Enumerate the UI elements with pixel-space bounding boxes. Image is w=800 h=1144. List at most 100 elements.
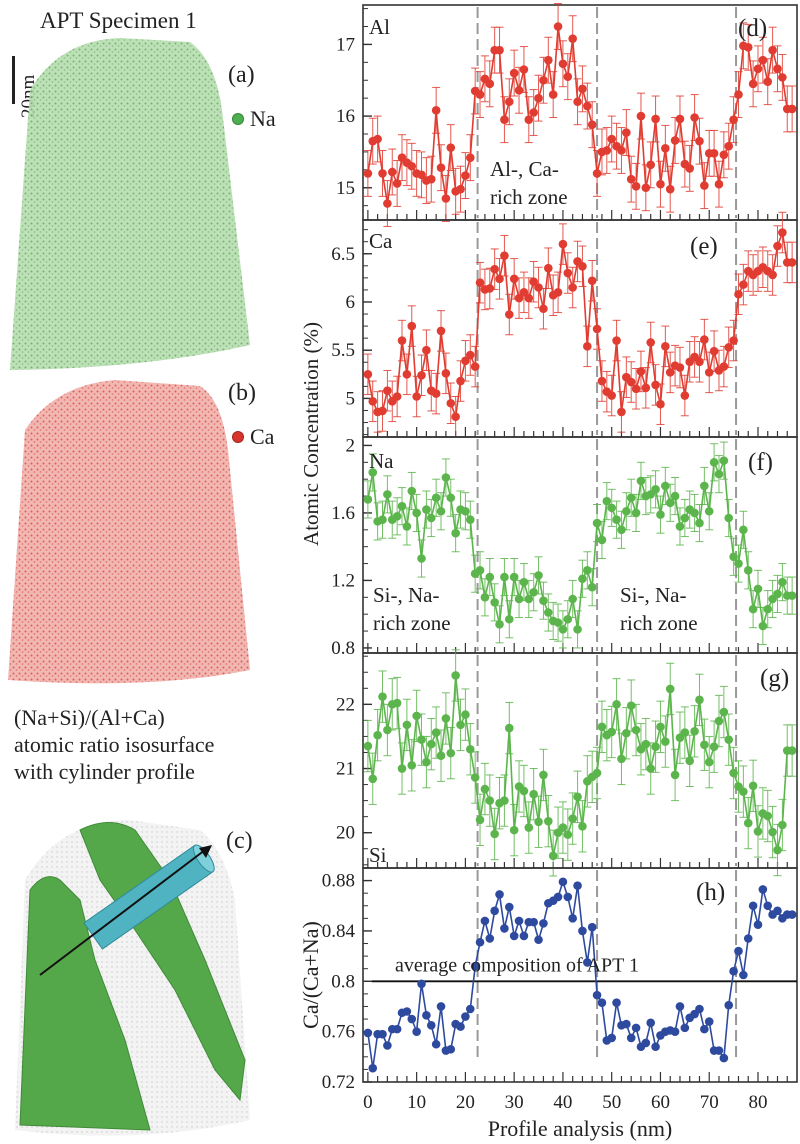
element-label: Si	[369, 843, 387, 867]
data-point	[626, 377, 636, 387]
data-point	[622, 128, 631, 137]
data-point	[368, 468, 378, 477]
data-point	[729, 336, 738, 345]
isosurface-left	[19, 876, 151, 1131]
data-point	[743, 42, 753, 52]
data-point	[524, 293, 534, 303]
data-point	[612, 515, 621, 524]
data-point	[661, 737, 670, 746]
data-point	[695, 357, 704, 367]
data-point	[690, 113, 699, 122]
data-point	[714, 1046, 724, 1055]
data-point	[461, 171, 470, 180]
data-point	[607, 134, 616, 144]
data-point	[500, 251, 509, 260]
data-point	[768, 827, 777, 837]
data-point	[422, 757, 431, 767]
data-point	[378, 515, 387, 524]
data-point	[607, 1033, 616, 1043]
data-point	[651, 485, 660, 494]
data-point	[758, 621, 768, 631]
data-point	[465, 153, 475, 162]
data-point	[626, 1033, 636, 1043]
data-point	[495, 45, 504, 55]
data-point	[544, 263, 553, 273]
data-point	[563, 614, 573, 624]
panel-f	[362, 436, 798, 654]
data-point	[773, 906, 782, 916]
data-point	[470, 362, 480, 371]
data-point	[539, 304, 548, 314]
data-point	[626, 701, 636, 710]
y-tick-label: 5.5	[331, 340, 355, 361]
data-point	[446, 1044, 456, 1054]
isosurface-right	[79, 822, 246, 1102]
data-point	[592, 990, 602, 1000]
data-point	[539, 770, 548, 780]
data-point	[607, 391, 616, 400]
data-point	[534, 817, 543, 827]
data-point	[787, 591, 797, 600]
data-point	[685, 164, 695, 173]
data-point	[558, 239, 568, 249]
data-point	[778, 577, 787, 587]
data-point	[592, 324, 602, 334]
y-tick-label: 2	[346, 435, 356, 456]
data-point	[417, 554, 426, 563]
data-point	[768, 270, 777, 280]
data-point	[631, 508, 641, 518]
legend-na: Na	[232, 106, 276, 132]
data-point	[763, 77, 773, 86]
data-point	[534, 283, 543, 292]
data-point	[651, 380, 660, 390]
series-line	[367, 25, 793, 205]
data-point	[422, 345, 431, 355]
data-point	[500, 115, 509, 124]
data-point	[734, 559, 743, 568]
data-point	[607, 727, 616, 737]
y-tick-label: 20	[336, 823, 355, 844]
data-point	[519, 786, 529, 796]
data-point	[734, 90, 743, 99]
data-point	[743, 934, 753, 943]
data-point	[441, 369, 451, 378]
data-point	[363, 1028, 373, 1038]
data-point	[392, 698, 402, 708]
data-point	[739, 787, 748, 796]
data-point	[724, 735, 734, 744]
data-point	[748, 781, 758, 791]
data-point	[461, 1012, 470, 1021]
data-point	[407, 486, 417, 496]
data-point	[739, 525, 748, 535]
series-line	[367, 880, 793, 1069]
panel-label: (d)	[738, 15, 767, 42]
y-tick-label: 6	[346, 292, 356, 313]
data-point	[714, 716, 724, 726]
data-point	[617, 525, 626, 535]
data-point	[373, 134, 382, 144]
data-point	[636, 367, 646, 376]
data-point	[748, 79, 758, 89]
data-point	[724, 343, 734, 352]
x-tick-label: 60	[651, 1092, 670, 1113]
data-point	[529, 789, 538, 799]
data-point	[656, 179, 665, 189]
data-point	[504, 310, 514, 319]
data-point	[583, 566, 592, 575]
data-point	[597, 998, 607, 1007]
data-point	[583, 101, 592, 111]
data-point	[397, 501, 407, 511]
data-point	[436, 751, 446, 760]
panel-label-c: (c)	[226, 828, 253, 854]
data-point	[631, 182, 641, 191]
data-point	[456, 184, 465, 194]
data-point	[417, 735, 426, 744]
data-point	[402, 522, 412, 531]
data-point	[709, 458, 719, 467]
data-point	[568, 34, 577, 43]
data-point	[753, 920, 763, 929]
data-point	[768, 45, 777, 55]
data-point	[622, 506, 631, 516]
data-point	[665, 684, 675, 694]
data-point	[402, 370, 412, 379]
